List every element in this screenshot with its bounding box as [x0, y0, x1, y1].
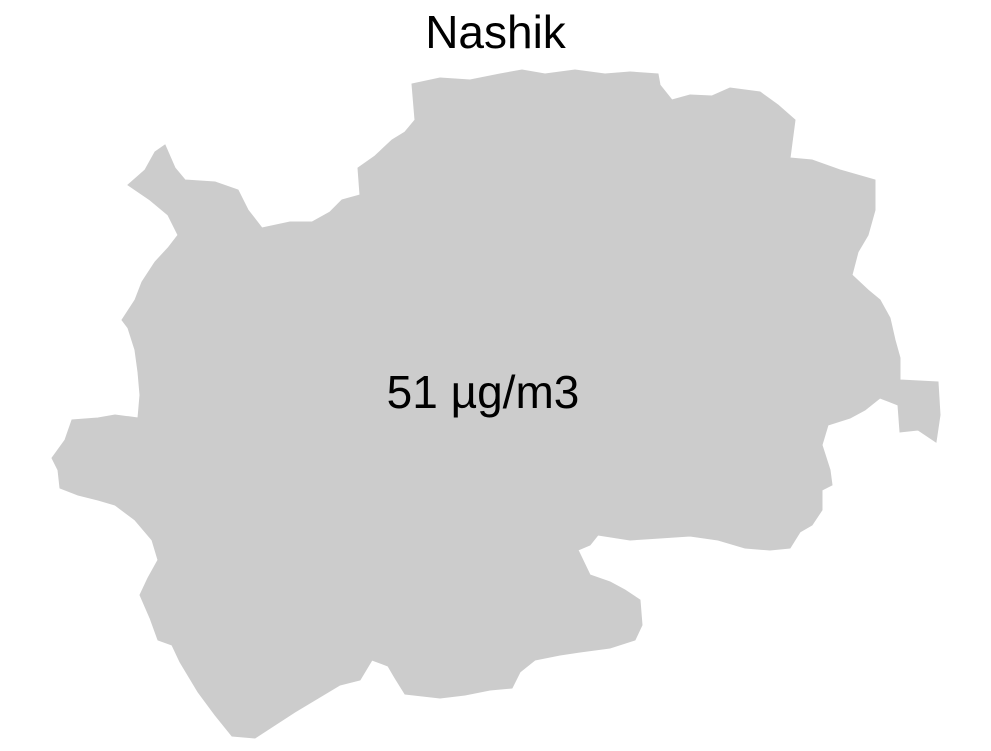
region-value-label: 51 µg/m3 [387, 366, 580, 418]
district-region-nashik [51, 69, 941, 739]
map-title: Nashik [425, 6, 566, 58]
